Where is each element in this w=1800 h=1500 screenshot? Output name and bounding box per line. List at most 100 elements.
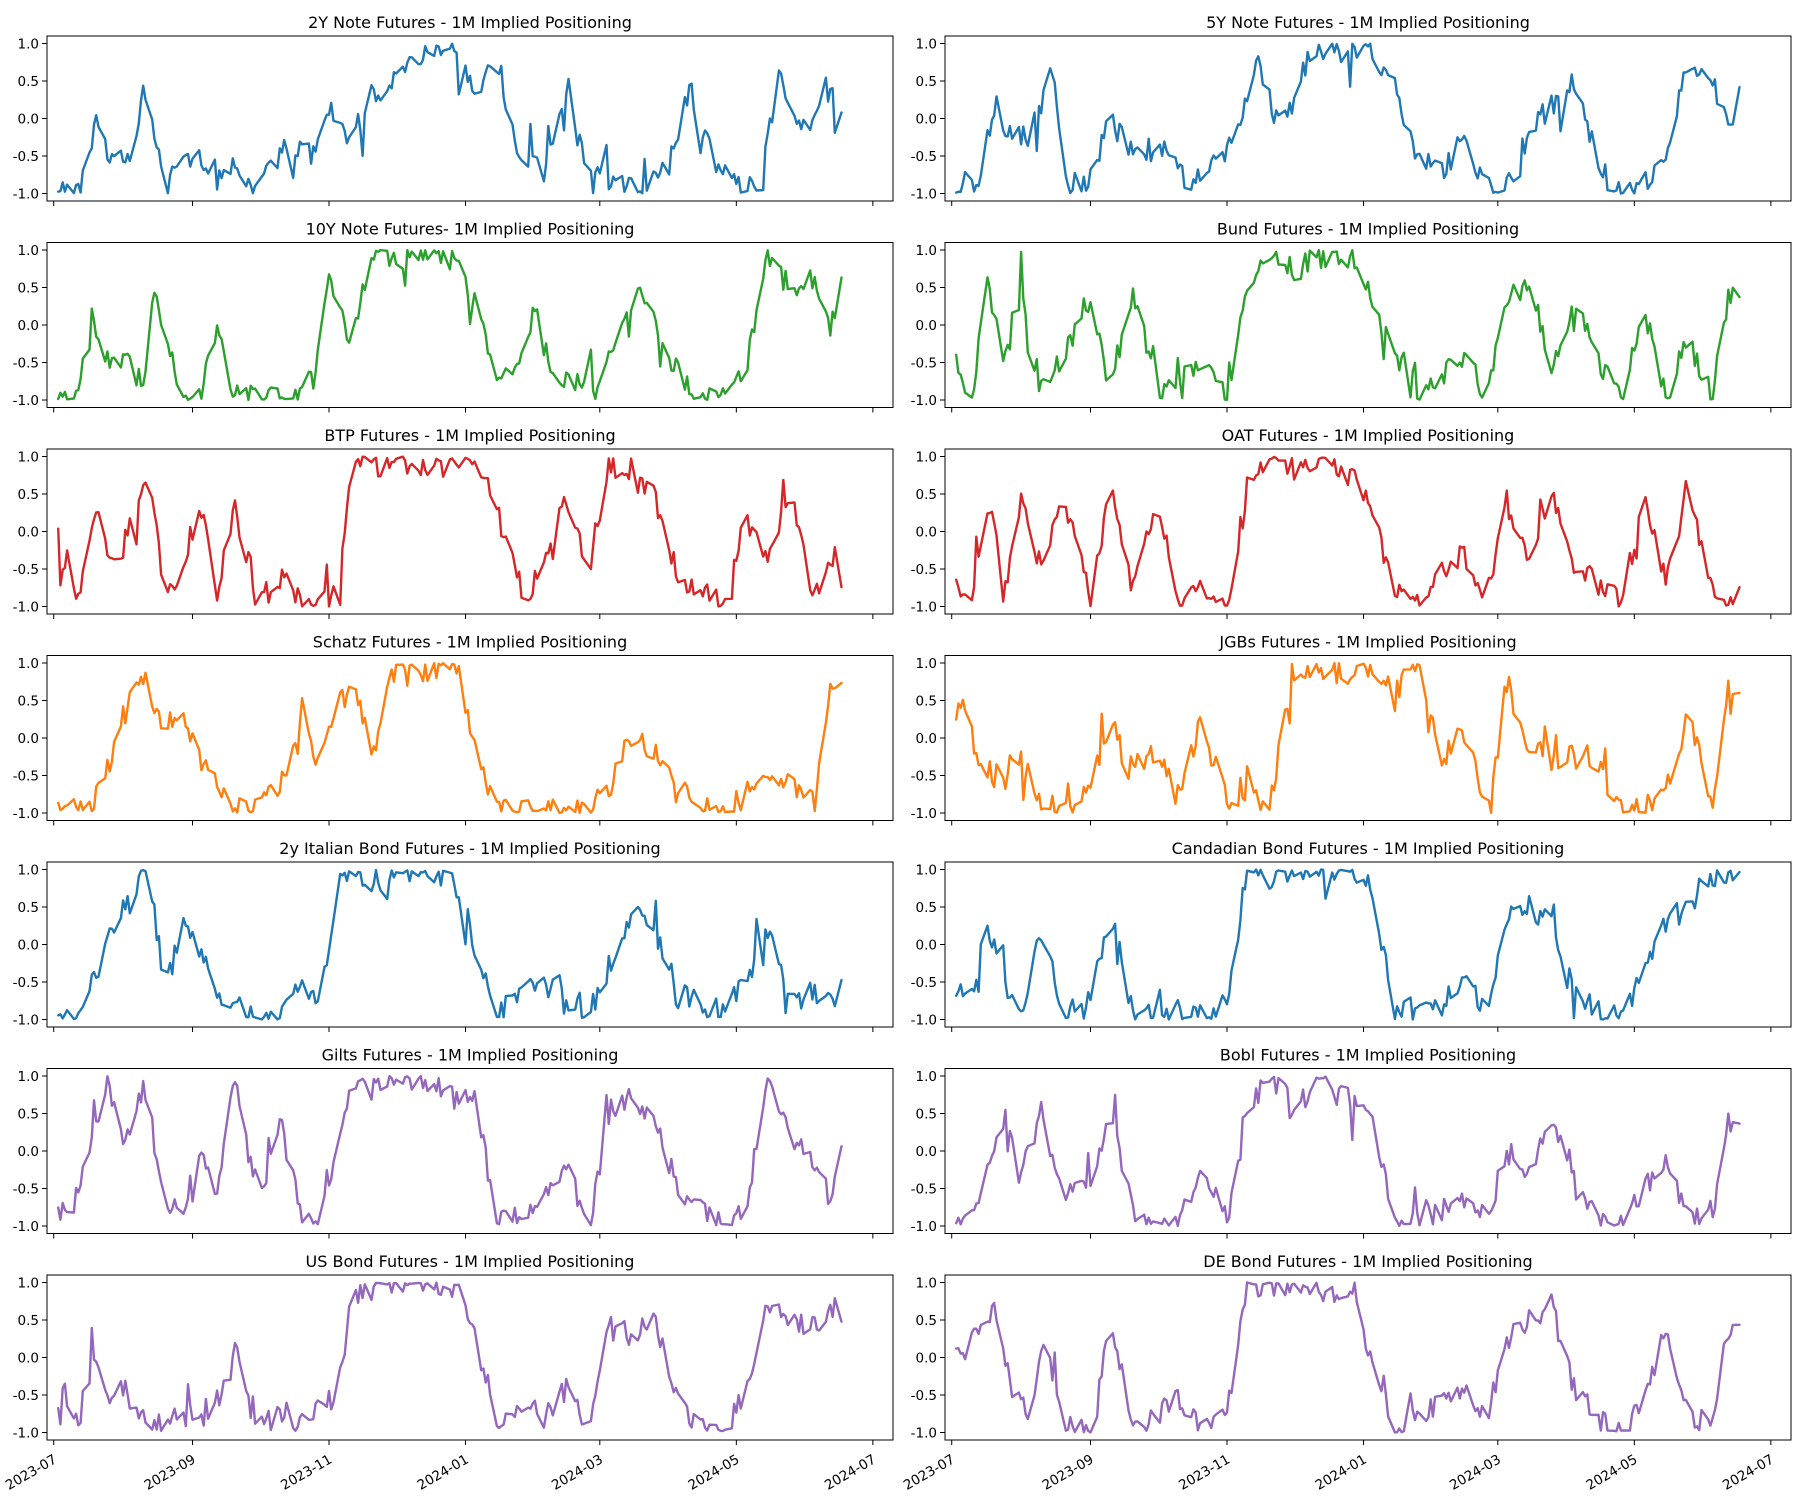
y-tick-label: -1.0	[911, 1013, 937, 1029]
y-tick-label: 0.5	[916, 1107, 937, 1123]
y-tick-label: -1.0	[911, 187, 937, 203]
series-line	[57, 868, 843, 1021]
y-tick-label: 1.0	[18, 656, 39, 672]
y-tick-label: 0.0	[916, 525, 937, 541]
y-tick-label: -1.0	[911, 806, 937, 822]
y-tick-label: 0.0	[18, 1351, 39, 1367]
y-tick-label: -0.5	[13, 1388, 39, 1404]
subplot-2y-italian-bond-futures-1m-implied-positioning: 2y Italian Bond Futures - 1M Implied Pos…	[13, 839, 894, 1032]
y-tick-label: 0.5	[18, 900, 39, 916]
subplot-btp-futures-1m-implied-positioning: BTP Futures - 1M Implied Positioning 1.0 0…	[13, 426, 894, 619]
series-line	[955, 1075, 1741, 1227]
y-tick-label: 1.0	[18, 1069, 39, 1085]
y-tick-label: 0.0	[916, 112, 937, 128]
y-tick-label: 0.0	[18, 112, 39, 128]
y-tick-label: 0.0	[916, 1351, 937, 1367]
y-tick-label: -1.0	[911, 393, 937, 409]
axes-frame	[46, 1274, 894, 1441]
y-tick-label: -0.5	[13, 1182, 39, 1198]
axes-frame	[944, 1068, 1792, 1234]
y-tick-label: -1.0	[911, 600, 937, 616]
subplot-title: DE Bond Futures - 1M Implied Positioning	[1203, 1252, 1532, 1271]
y-tick-label: 1.0	[18, 863, 39, 879]
y-tick-label: -0.5	[911, 769, 937, 785]
y-tick-label: 1.0	[916, 450, 937, 466]
y-tick-label: 1.0	[18, 450, 39, 466]
subplot-title: 10Y Note Futures- 1M Implied Positioning	[306, 220, 635, 239]
y-tick-label: 1.0	[916, 243, 937, 259]
y-tick-label: 0.5	[916, 900, 937, 916]
y-tick-label: 0.5	[18, 281, 39, 297]
axes-frame	[944, 448, 1792, 615]
subplot-title: Bund Futures - 1M Implied Positioning	[1217, 220, 1519, 239]
subplot-title: 2Y Note Futures - 1M Implied Positioning	[308, 13, 632, 32]
series-line	[57, 455, 843, 608]
y-tick-label: 1.0	[916, 863, 937, 879]
axes-frame	[944, 861, 1792, 1028]
y-tick-label: -0.5	[13, 562, 39, 578]
y-tick-label: 1.0	[916, 1069, 937, 1085]
series-line	[57, 42, 843, 195]
y-tick-label: -0.5	[911, 1182, 937, 1198]
subplot-schatz-futures-1m-implied-positioning: Schatz Futures - 1M Implied Positioning 1…	[13, 633, 894, 826]
subplot-oat-futures-1m-implied-positioning: OAT Futures - 1M Implied Positioning 1.0 0…	[911, 426, 1792, 619]
y-tick-label: -0.5	[911, 562, 937, 578]
subplot-2y-note-futures-1m-implied-positioning: 2Y Note Futures - 1M Implied Positioning…	[13, 13, 894, 206]
y-tick-label: -1.0	[13, 1219, 39, 1235]
subplot-title: US Bond Futures - 1M Implied Positioning	[306, 1252, 635, 1271]
y-tick-label: 0.5	[916, 694, 937, 710]
y-tick-label: 0.5	[18, 74, 39, 90]
y-tick-label: -1.0	[13, 393, 39, 409]
y-tick-label: -0.5	[13, 149, 39, 165]
axes-frame	[46, 448, 894, 615]
subplot-title: Schatz Futures - 1M Implied Positioning	[313, 633, 627, 652]
y-tick-label: 1.0	[916, 1276, 937, 1292]
y-tick-label: 0.5	[18, 1107, 39, 1123]
y-tick-label: -0.5	[911, 149, 937, 165]
y-tick-label: 0.5	[916, 1313, 937, 1329]
subplot-title: Bobl Futures - 1M Implied Positioning	[1220, 1046, 1516, 1065]
subplot-10y-note-futures-1m-implied-positioning: 10Y Note Futures- 1M Implied Positioning…	[13, 220, 894, 413]
y-tick-label: 0.5	[18, 1313, 39, 1329]
y-tick-label: 1.0	[916, 656, 937, 672]
y-tick-label: 0.0	[18, 525, 39, 541]
axes-frame	[46, 861, 894, 1028]
axes-frame	[46, 655, 894, 821]
y-tick-label: -1.0	[911, 1219, 937, 1235]
y-tick-label: 0.0	[916, 1144, 937, 1160]
y-tick-label: 0.0	[916, 318, 937, 334]
series-line	[57, 662, 843, 814]
series-line	[955, 662, 1741, 814]
subplot-candadian-bond-futures-1m-implied-positioning: Candadian Bond Futures - 1M Implied Posi…	[911, 839, 1792, 1032]
y-tick-label: -1.0	[13, 1426, 39, 1442]
axes-frame	[46, 242, 894, 408]
y-tick-label: 0.5	[18, 694, 39, 710]
y-tick-label: 0.5	[916, 487, 937, 503]
subplot-title: BTP Futures - 1M Implied Positioning	[324, 426, 615, 445]
series-line	[57, 1281, 843, 1433]
axes-frame	[944, 35, 1792, 202]
subplot-bund-futures-1m-implied-positioning: Bund Futures - 1M Implied Positioning 1.0…	[911, 220, 1792, 413]
subplot-bobl-futures-1m-implied-positioning: Bobl Futures - 1M Implied Positioning 1.0…	[911, 1046, 1792, 1239]
subplot-title: OAT Futures - 1M Implied Positioning	[1222, 426, 1515, 445]
subplot-title: Candadian Bond Futures - 1M Implied Posi…	[1172, 839, 1565, 858]
y-tick-label: -1.0	[911, 1426, 937, 1442]
y-tick-label: -1.0	[13, 1013, 39, 1029]
subplot-title: 2y Italian Bond Futures - 1M Implied Pos…	[279, 839, 660, 858]
y-tick-label: -0.5	[13, 769, 39, 785]
y-tick-label: 0.0	[18, 318, 39, 334]
y-tick-label: 1.0	[916, 37, 937, 53]
y-tick-label: 1.0	[18, 37, 39, 53]
subplot-5y-note-futures-1m-implied-positioning: 5Y Note Futures - 1M Implied Positioning…	[911, 13, 1792, 206]
subplot-jgbs-futures-1m-implied-positioning: JGBs Futures - 1M Implied Positioning 1.0…	[911, 633, 1792, 826]
subplot-gilts-futures-1m-implied-positioning: Gilts Futures - 1M Implied Positioning 1.…	[13, 1046, 894, 1239]
axes-frame	[944, 1274, 1792, 1441]
y-tick-label: 0.5	[18, 487, 39, 503]
series-line	[955, 42, 1741, 195]
y-tick-label: -0.5	[13, 356, 39, 372]
y-tick-label: 0.5	[916, 74, 937, 90]
y-tick-label: 0.0	[18, 731, 39, 747]
axes-frame	[944, 242, 1792, 408]
series-line	[57, 1075, 843, 1227]
